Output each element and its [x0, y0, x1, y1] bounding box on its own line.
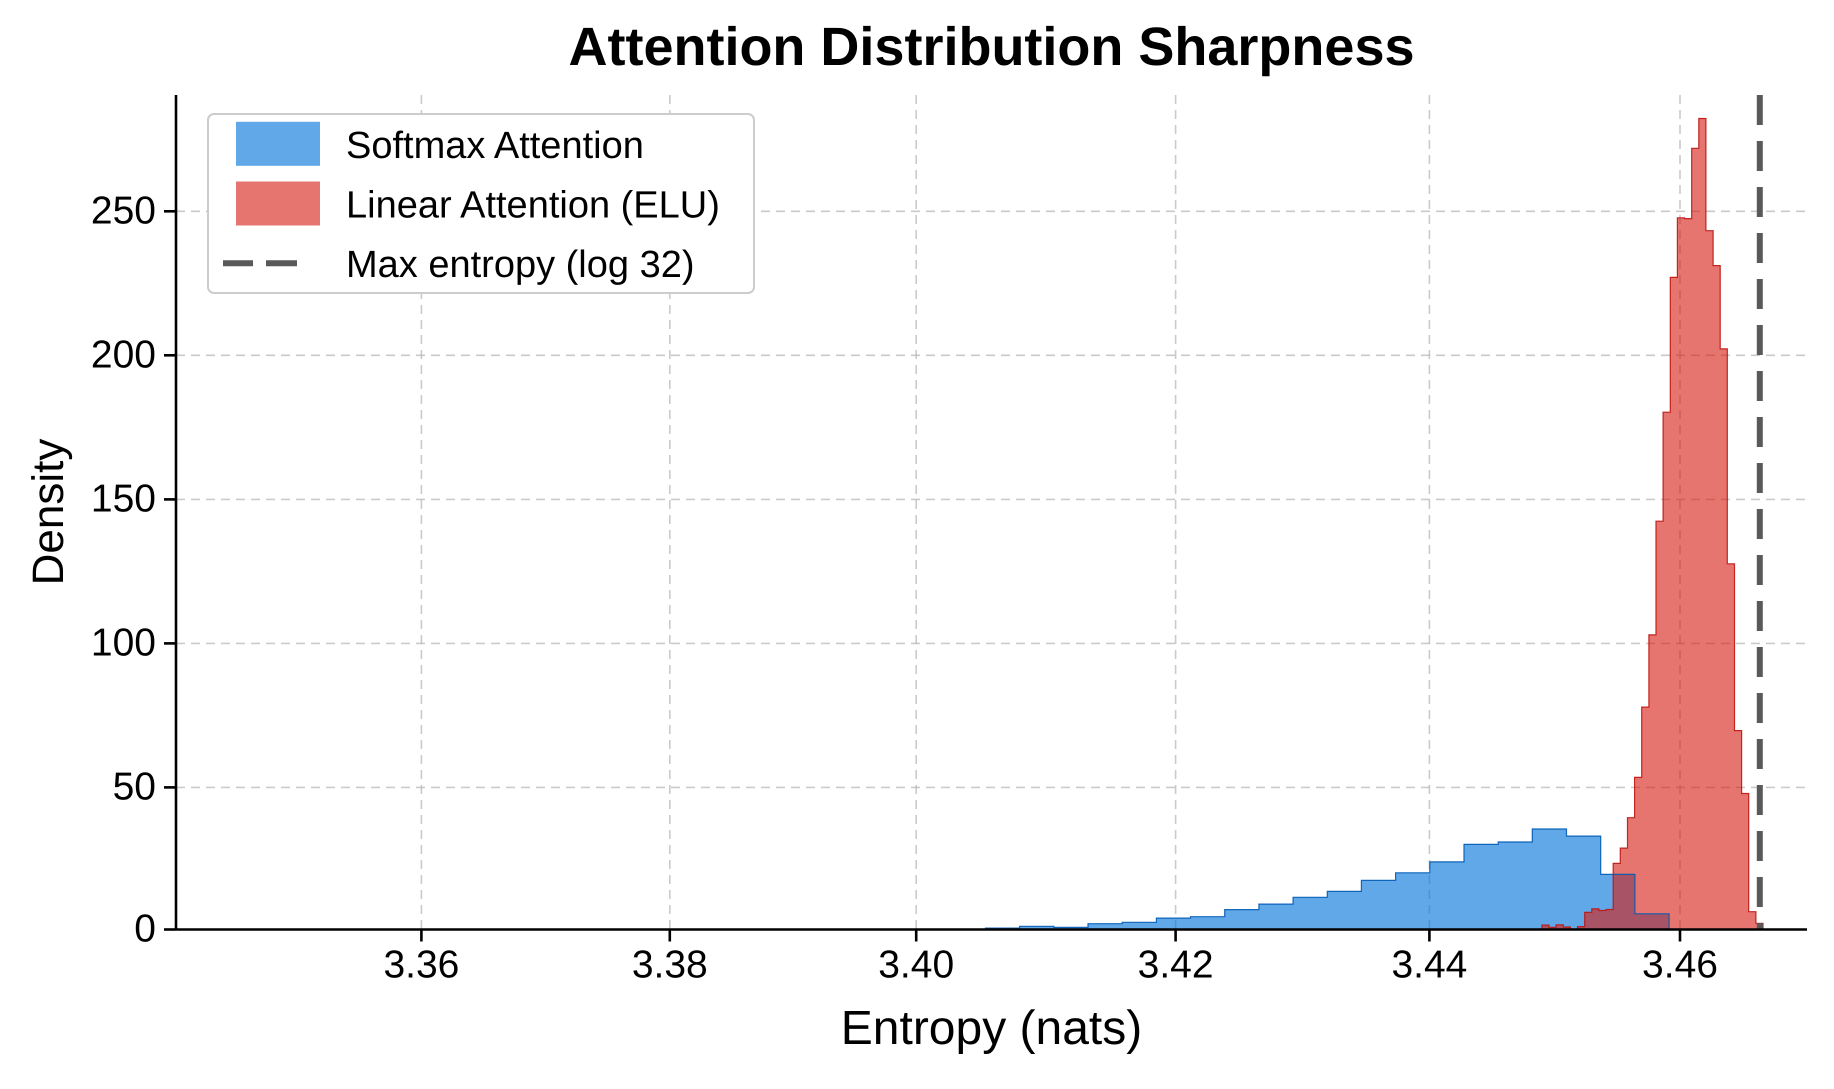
svg-text:3.44: 3.44 — [1391, 944, 1467, 987]
svg-text:Density: Density — [24, 439, 73, 586]
svg-text:3.46: 3.46 — [1642, 944, 1718, 987]
svg-text:Softmax Attention: Softmax Attention — [346, 125, 644, 167]
svg-text:3.38: 3.38 — [632, 944, 708, 987]
svg-text:Max entropy (log 32): Max entropy (log 32) — [346, 244, 695, 286]
svg-text:100: 100 — [91, 621, 156, 664]
svg-text:200: 200 — [91, 333, 156, 376]
svg-text:3.40: 3.40 — [878, 944, 954, 987]
svg-text:Linear Attention (ELU): Linear Attention (ELU) — [346, 185, 720, 227]
svg-text:3.42: 3.42 — [1138, 944, 1214, 987]
svg-text:0: 0 — [134, 908, 156, 951]
svg-text:Entropy (nats): Entropy (nats) — [841, 1002, 1142, 1055]
svg-text:Attention Distribution Sharpne: Attention Distribution Sharpness — [568, 17, 1414, 77]
svg-text:3.36: 3.36 — [383, 944, 459, 987]
svg-text:150: 150 — [91, 477, 156, 520]
svg-text:50: 50 — [113, 765, 156, 808]
svg-text:250: 250 — [91, 189, 156, 232]
